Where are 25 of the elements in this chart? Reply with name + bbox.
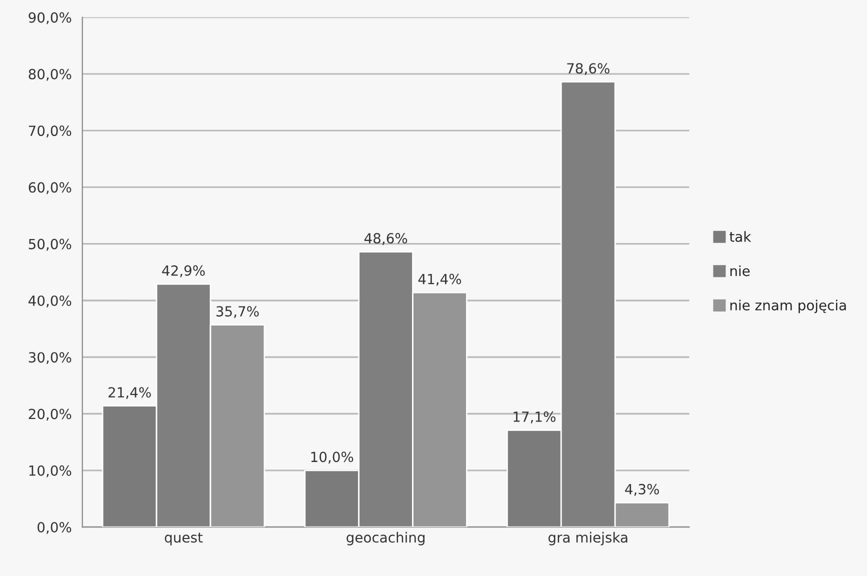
y-tick-label: 10,0% xyxy=(29,465,72,478)
y-tick-label: 60,0% xyxy=(28,182,72,194)
data-label: 21,4% xyxy=(108,387,151,399)
data-label: 42,9% xyxy=(162,265,205,278)
y-tick-label: 0,0% xyxy=(38,522,72,534)
data-label: 35,7% xyxy=(216,306,259,318)
y-tick-label: 30,0% xyxy=(28,352,72,364)
data-label: 48,6% xyxy=(364,233,408,245)
y-tick-label: 80,0% xyxy=(28,68,72,81)
x-tick-label: geocaching xyxy=(346,532,425,546)
data-label: 78,6% xyxy=(567,63,610,76)
legend-label: nie xyxy=(730,265,750,276)
data-label: 10,0% xyxy=(311,452,354,464)
y-tick-label: 50,0% xyxy=(28,238,72,251)
y-tick-label: 70,0% xyxy=(28,126,72,138)
y-tick-label: 20,0% xyxy=(28,408,72,421)
legend-label: nie znam pojęcia xyxy=(730,300,846,314)
data-label: 17,1% xyxy=(514,411,556,424)
data-label: 41,4% xyxy=(418,274,462,286)
y-tick-label: 90,0% xyxy=(28,12,72,24)
data-label: 4,3% xyxy=(625,484,659,496)
x-tick-label: gra miejska xyxy=(548,532,628,546)
y-tick-label: 40,0% xyxy=(28,295,72,308)
legend-label: tak xyxy=(730,231,752,242)
x-tick-label: quest xyxy=(164,532,203,546)
